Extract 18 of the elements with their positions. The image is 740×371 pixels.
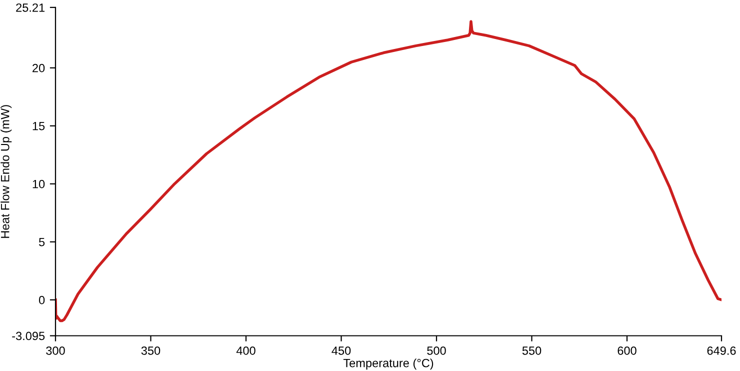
- line-series: [56, 20, 722, 322]
- x-tick-label: 350: [141, 346, 160, 355]
- y-tick-label: 10: [32, 180, 45, 188]
- x-tick-label: 450: [332, 346, 351, 355]
- y-tick-label: -3.095: [12, 332, 45, 340]
- x-tick-label: 300: [46, 346, 65, 355]
- x-tick-label: 649.6: [707, 346, 736, 355]
- y-tick-label: 15: [32, 122, 45, 130]
- x-tick-label: 400: [236, 346, 256, 355]
- x-tick-label: 550: [522, 346, 542, 355]
- y-tick-label: 5: [38, 238, 45, 246]
- y-tick-label: 20: [32, 64, 45, 72]
- y-tick-label: 0: [38, 296, 45, 304]
- x-tick-label: 600: [618, 346, 636, 355]
- x-axis-title: Temperature (°C): [343, 358, 434, 370]
- x-tick-label: 500: [427, 346, 446, 355]
- y-tick-label: 25.21: [16, 3, 45, 12]
- y-axis-title: Heat Flow Endo Up (mW): [0, 105, 12, 238]
